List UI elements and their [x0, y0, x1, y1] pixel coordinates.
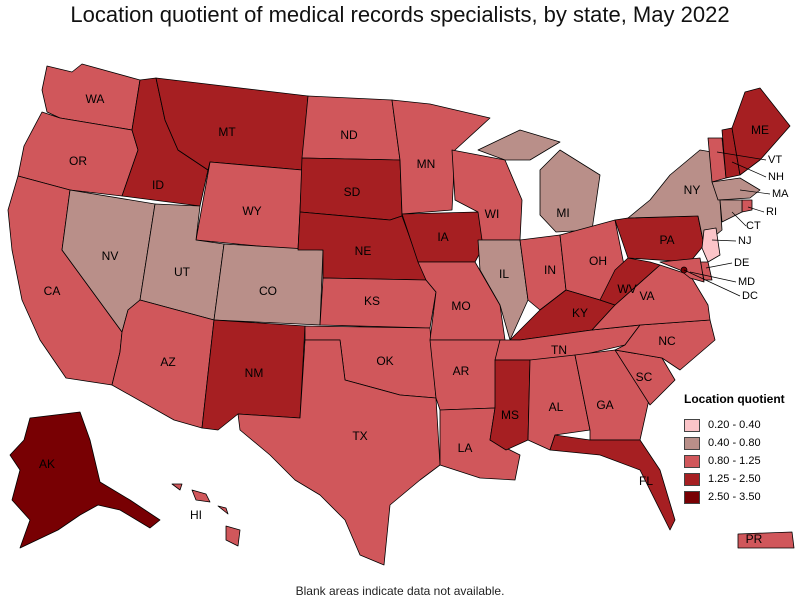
state-label-mn: MN [417, 157, 436, 171]
legend-label: 2.50 - 3.50 [708, 491, 761, 503]
state-label-al: AL [549, 400, 564, 414]
legend-swatch [684, 490, 700, 504]
legend-label: 0.20 - 0.40 [708, 419, 761, 431]
state-label-ne: NE [355, 244, 372, 258]
state-label-nm: NM [245, 366, 264, 380]
state-label-tx: TX [352, 429, 367, 443]
leader-line-vt [716, 151, 767, 161]
state-label-mo: MO [451, 299, 470, 313]
state-label-dc: DC [742, 290, 758, 302]
legend-item: 2.50 - 3.50 [684, 488, 785, 506]
state-label-de: DE [734, 257, 749, 269]
state-tx [237, 339, 441, 566]
state-label-nj: NJ [738, 235, 751, 247]
leader-line-ma [739, 189, 771, 195]
legend-swatch [684, 472, 700, 486]
state-label-sc: SC [636, 370, 653, 384]
state-label-la: LA [458, 441, 473, 455]
state-label-id: ID [152, 178, 164, 192]
state-label-pa: PA [659, 233, 674, 247]
state-label-ma: MA [772, 188, 789, 200]
state-hi [171, 483, 241, 547]
state-ri [741, 199, 753, 213]
leader-line-nh [731, 161, 767, 178]
state-pr [737, 531, 795, 549]
state-label-nc: NC [658, 334, 676, 348]
state-label-fl: FL [639, 474, 653, 488]
state-label-ms: MS [501, 408, 519, 422]
footnote: Blank areas indicate data not available. [295, 584, 505, 598]
state-fl [549, 434, 676, 531]
state-label-wv: WV [617, 282, 636, 296]
state-label-nv: NV [102, 249, 119, 263]
state-label-ar: AR [453, 364, 470, 378]
state-me [731, 87, 791, 176]
state-ct [719, 199, 743, 223]
state-va [591, 264, 711, 331]
state-label-il: IL [499, 267, 509, 281]
state-label-ok: OK [376, 354, 393, 368]
legend-swatch [684, 454, 700, 468]
state-ms [489, 359, 531, 451]
state-ks [319, 277, 437, 329]
state-label-ak: AK [39, 457, 55, 471]
state-label-md: MD [738, 276, 755, 288]
state-label-nd: ND [340, 128, 358, 142]
leader-line-ri [747, 206, 765, 213]
legend-label: 0.40 - 0.80 [708, 437, 761, 449]
state-label-ga: GA [596, 398, 613, 412]
state-label-pr: PR [746, 532, 763, 546]
state-label-mi: MI [556, 206, 569, 220]
legend-label: 1.25 - 2.50 [708, 473, 761, 485]
state-label-wy: WY [242, 204, 261, 218]
state-label-ut: UT [174, 265, 191, 279]
legend-item: 1.25 - 2.50 [684, 470, 785, 488]
state-label-me: ME [751, 123, 769, 137]
state-label-co: CO [259, 284, 277, 298]
legend-item: 0.40 - 0.80 [684, 434, 785, 452]
legend-item: 0.80 - 1.25 [684, 452, 785, 470]
map-title: Location quotient of medical records spe… [70, 2, 730, 27]
legend-swatch [684, 436, 700, 450]
legend: Location quotient 0.20 - 0.40 0.40 - 0.80… [684, 392, 785, 506]
state-wv [599, 257, 661, 306]
state-nj [701, 227, 721, 263]
state-label-in: IN [544, 263, 556, 277]
state-label-hi: HI [190, 508, 202, 522]
state-label-oh: OH [589, 254, 607, 268]
leader-line-dc [683, 269, 741, 297]
leader-line-nj [711, 239, 737, 242]
state-label-nh: NH [768, 171, 784, 183]
state-label-az: AZ [160, 355, 175, 369]
leader-line-ct [731, 211, 747, 227]
state-ak [9, 411, 161, 549]
state-label-or: OR [69, 154, 87, 168]
state-label-ri: RI [766, 206, 777, 218]
legend-swatch [684, 418, 700, 432]
legend-label: 0.80 - 1.25 [708, 455, 761, 467]
state-label-ia: IA [437, 230, 448, 244]
leader-line-de [705, 262, 733, 269]
state-label-ct: CT [746, 220, 761, 232]
state-label-wi: WI [485, 207, 500, 221]
legend-item: 0.20 - 0.40 [684, 416, 785, 434]
state-label-ny: NY [684, 183, 701, 197]
state-label-va: VA [639, 289, 654, 303]
state-label-ca: CA [44, 284, 61, 298]
state-ma [711, 177, 761, 201]
state-label-ks: KS [364, 294, 380, 308]
leader-line-md [689, 271, 737, 283]
state-label-sd: SD [344, 185, 361, 199]
legend-title: Location quotient [684, 392, 785, 406]
state-label-wa: WA [86, 92, 105, 106]
state-label-tn: TN [551, 343, 567, 357]
state-label-vt: VT [768, 154, 782, 166]
state-label-ky: KY [572, 306, 588, 320]
state-label-mt: MT [218, 125, 236, 139]
